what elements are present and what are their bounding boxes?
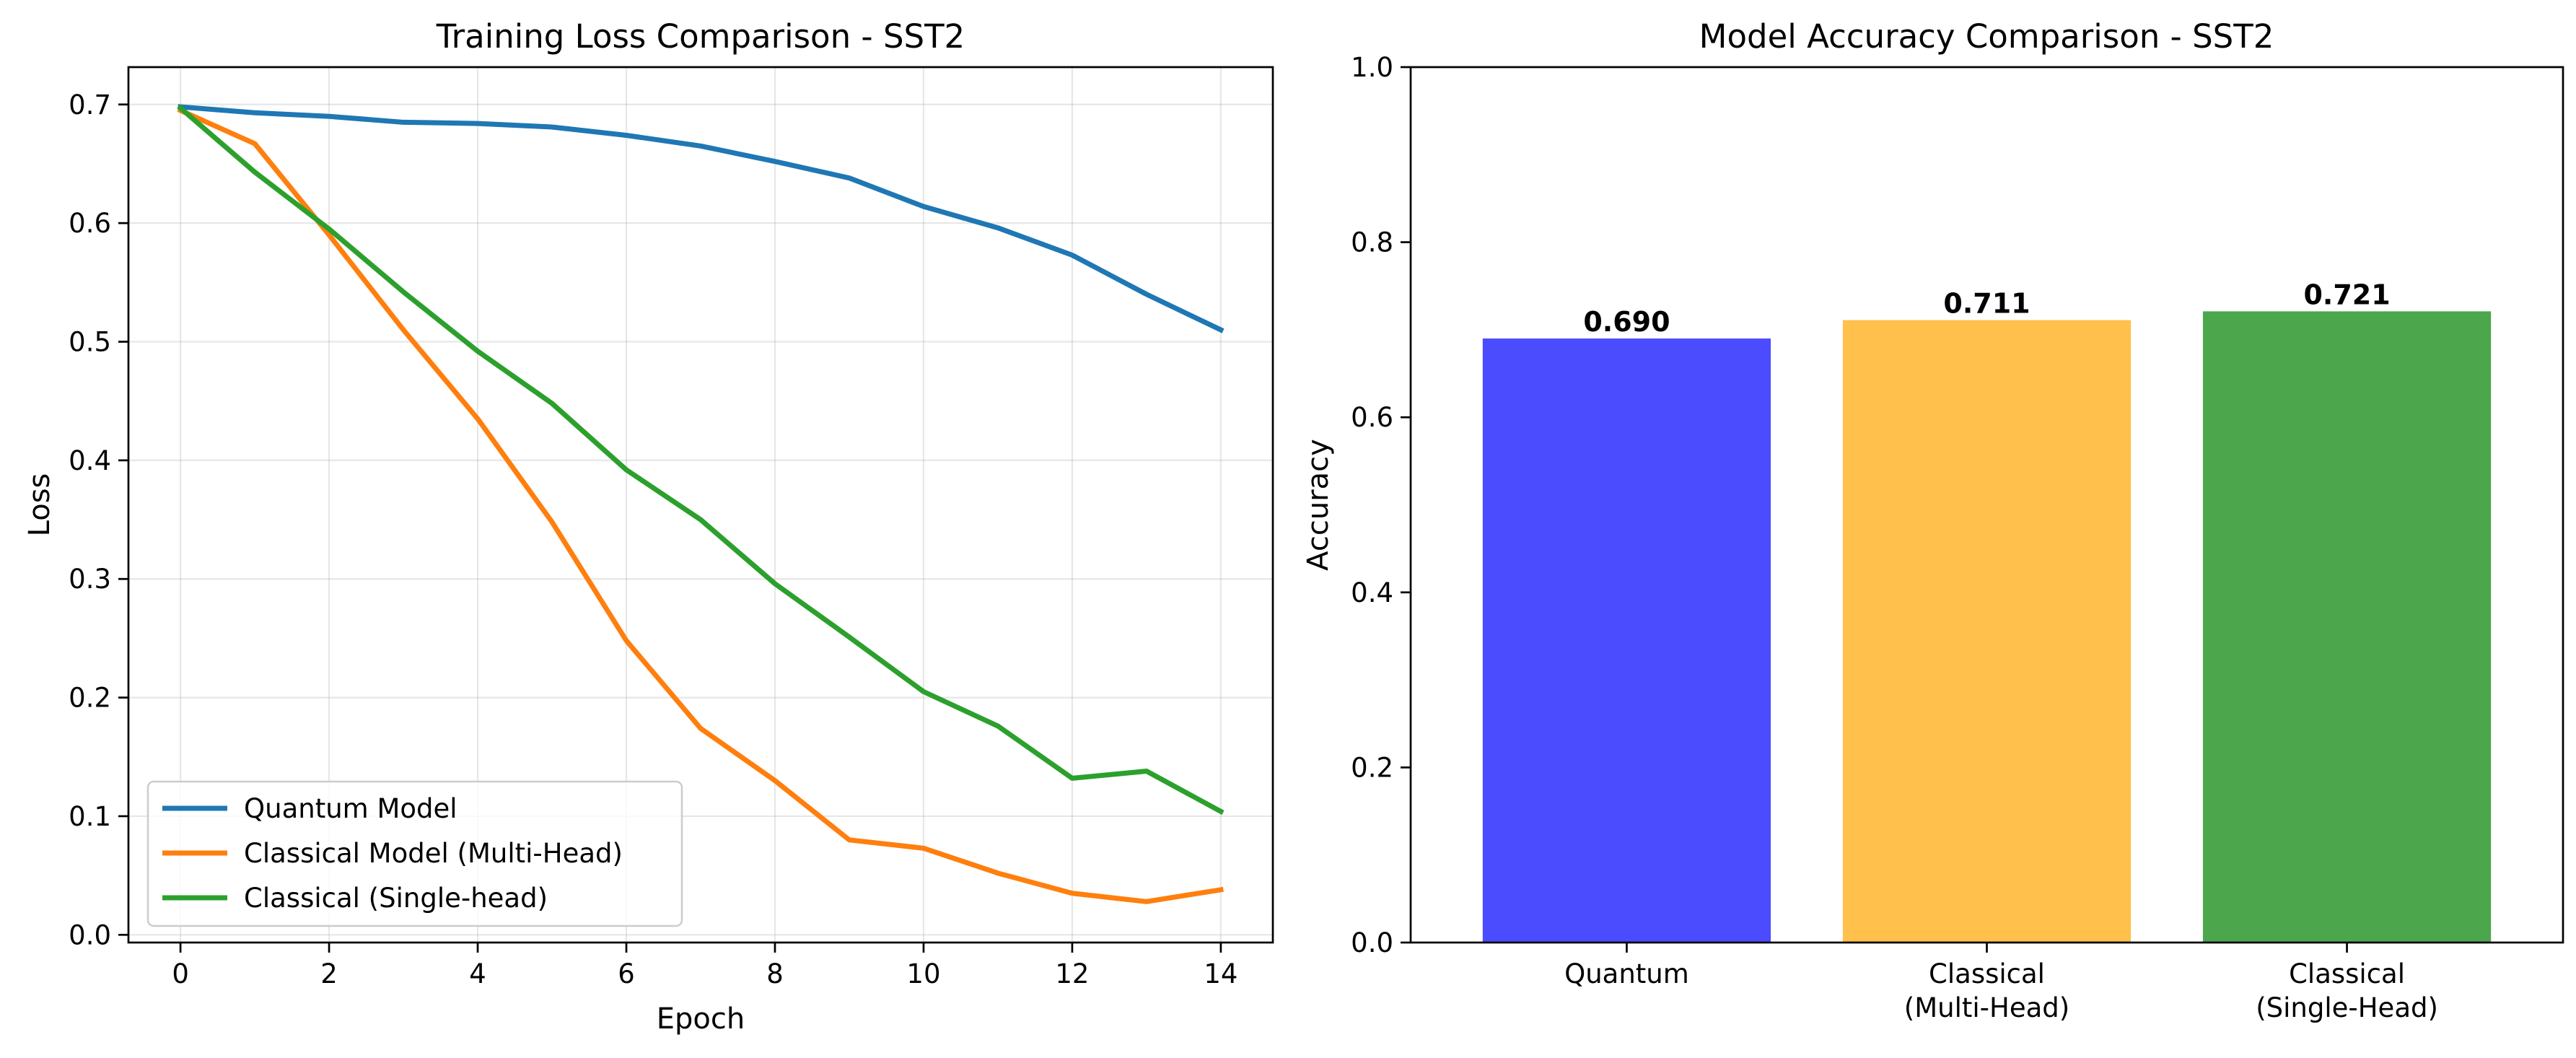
loss-y-axis-label: Loss bbox=[23, 473, 56, 537]
loss-axes-frame bbox=[127, 66, 1274, 944]
loss-x-tick-label-0: 0 bbox=[172, 958, 189, 989]
loss-x-tick-label-4: 4 bbox=[469, 958, 486, 989]
loss-chart-title: Training Loss Comparison - SST2 bbox=[436, 17, 965, 56]
accuracy-value-label-classical-multi-head: 0.711 bbox=[1943, 288, 2030, 320]
loss-series-quantum-model bbox=[178, 104, 1225, 333]
legend-label-singlehead: Classical (Single-head) bbox=[244, 883, 548, 914]
accuracy-y-ticks: 0.0 0.2 0.4 0.6 0.8 1.0 bbox=[1351, 52, 1411, 958]
loss-chart: 0 2 4 6 8 10 12 14 0.0 0.1 0.2 0.3 0.4 0.5 0.6 0.7 Tra… bbox=[23, 17, 1274, 1036]
loss-x-tick-label-14: 14 bbox=[1204, 958, 1237, 989]
loss-lines bbox=[177, 104, 1225, 904]
loss-y-tick-label-0-4: 0.4 bbox=[69, 445, 111, 476]
accuracy-y-tick-label-0-0: 0.0 bbox=[1351, 927, 1393, 958]
accuracy-y-tick-label-1-0: 1.0 bbox=[1351, 52, 1393, 83]
accuracy-bar-quantum bbox=[1482, 338, 1771, 943]
loss-x-tick-label-10: 10 bbox=[906, 958, 940, 989]
accuracy-bars: 0.690 0.711 0.721 bbox=[1482, 279, 2492, 943]
accuracy-x-tick-label-classical-multi-head: Classical (Multi-Head) bbox=[1904, 958, 2069, 1023]
accuracy-value-label-quantum: 0.690 bbox=[1583, 306, 1670, 338]
loss-y-tick-label-0-0: 0.0 bbox=[69, 919, 111, 950]
accuracy-chart: 0.690 0.711 0.721 0.0 0.2 0.4 0.6 0.8 1.0 Quant… bbox=[1302, 17, 2564, 1023]
loss-series-classical-single-head bbox=[177, 104, 1225, 816]
accuracy-y-tick-label-0-2: 0.2 bbox=[1351, 752, 1393, 783]
loss-x-tick-label-2: 2 bbox=[320, 958, 338, 989]
accuracy-x-tick-label-classical-single-head: Classical (Single-Head) bbox=[2256, 958, 2438, 1023]
loss-x-tick-label-8: 8 bbox=[766, 958, 784, 989]
accuracy-y-tick-label-0-4: 0.4 bbox=[1351, 577, 1393, 608]
legend-label-multihead: Classical Model (Multi-Head) bbox=[244, 838, 623, 869]
legend-label-quantum: Quantum Model bbox=[244, 793, 457, 824]
accuracy-bar-classical-multi-head bbox=[1842, 320, 2132, 943]
accuracy-x-ticks: Quantum Classical (Multi-Head) Classical (Si… bbox=[1564, 943, 2438, 1023]
loss-y-tick-label-0-5: 0.5 bbox=[69, 327, 111, 358]
accuracy-y-tick-label-0-8: 0.8 bbox=[1351, 227, 1393, 258]
loss-series-classical-model-multi-head bbox=[177, 107, 1224, 904]
accuracy-x-tick-label-quantum: Quantum bbox=[1564, 958, 1689, 989]
loss-y-tick-label-0-3: 0.3 bbox=[69, 564, 111, 595]
loss-legend: Quantum Model Classical Model (Multi-Hea… bbox=[146, 780, 683, 927]
accuracy-value-label-classical-single-head: 0.721 bbox=[2303, 279, 2390, 310]
accuracy-bar-classical-single-head bbox=[2202, 311, 2492, 943]
loss-x-tick-label-12: 12 bbox=[1055, 958, 1089, 989]
loss-y-ticks: 0.0 0.1 0.2 0.3 0.4 0.5 0.6 0.7 bbox=[69, 89, 128, 950]
loss-x-ticks: 0 2 4 6 8 10 12 14 bbox=[172, 943, 1237, 989]
loss-x-tick-label-6: 6 bbox=[618, 958, 635, 989]
loss-y-tick-label-0-6: 0.6 bbox=[69, 208, 111, 239]
loss-y-tick-label-0-1: 0.1 bbox=[69, 801, 111, 832]
loss-x-axis-label: Epoch bbox=[657, 1002, 745, 1036]
loss-grid bbox=[128, 67, 1273, 943]
legend-frame bbox=[146, 780, 683, 927]
loss-y-tick-label-0-2: 0.2 bbox=[69, 683, 111, 714]
loss-y-tick-label-0-7: 0.7 bbox=[69, 89, 111, 121]
accuracy-y-tick-label-0-6: 0.6 bbox=[1351, 402, 1393, 433]
accuracy-y-axis-label: Accuracy bbox=[1302, 439, 1335, 571]
accuracy-chart-title: Model Accuracy Comparison - SST2 bbox=[1699, 17, 2274, 56]
